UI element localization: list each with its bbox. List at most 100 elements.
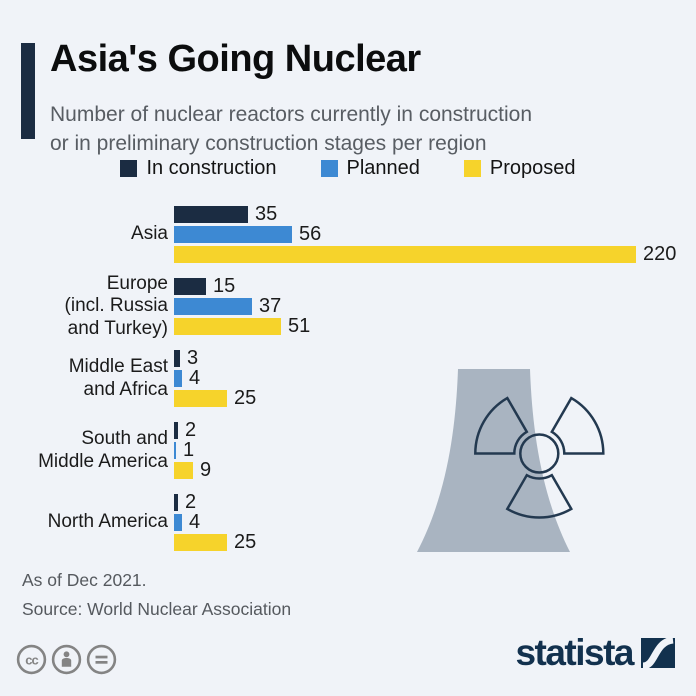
bar-group: 2 4 25 <box>174 491 257 553</box>
value-label: 2 <box>185 419 197 441</box>
bar-in-construction <box>174 422 178 439</box>
legend-item-planned: Planned <box>320 157 420 180</box>
legend-swatch-in-construction <box>120 160 138 177</box>
category-label: Europe (incl. Russia and Turkey) <box>0 273 174 341</box>
bar-row: 15 <box>174 275 310 297</box>
category-label: South and Middle America <box>0 428 174 473</box>
chart-group-north-america: North America 2 4 25 <box>0 491 696 553</box>
title-accent-bar <box>21 43 35 139</box>
bar-planned <box>174 370 182 387</box>
chart-group-south-and-middle-america: South and Middle America 2 1 9 <box>0 419 696 481</box>
chart-group-middle-east-and-africa: Middle East and Africa 3 4 25 <box>0 347 696 409</box>
bar-row: 220 <box>174 243 677 265</box>
svg-text:cc: cc <box>25 652 38 667</box>
value-label: 4 <box>189 367 201 389</box>
footer-notes: As of Dec 2021. Source: World Nuclear As… <box>22 566 291 623</box>
legend-item-in-construction: In construction <box>120 157 277 180</box>
value-label: 1 <box>183 439 195 461</box>
category-label-line: Asia <box>131 223 168 245</box>
legend-label-in-construction: In construction <box>146 157 277 179</box>
value-label: 4 <box>189 511 201 533</box>
value-label: 9 <box>200 459 212 481</box>
legend-label-proposed: Proposed <box>489 157 576 179</box>
category-label-line: Europe <box>106 272 168 294</box>
page-subtitle: Number of nuclear reactors currently in … <box>50 100 532 158</box>
bar-row: 25 <box>174 531 257 553</box>
bar-row: 51 <box>174 315 311 337</box>
value-label: 2 <box>185 491 197 513</box>
bar-planned <box>174 298 252 315</box>
bar-row: 35 <box>174 203 676 225</box>
value-label: 56 <box>299 223 322 245</box>
legend-item-proposed: Proposed <box>463 157 576 180</box>
value-label: 220 <box>643 243 677 265</box>
bar-group: 15 37 51 <box>174 275 311 337</box>
bar-row: 4 <box>174 511 256 533</box>
category-label-line: Middle America <box>38 450 168 472</box>
category-label: Asia <box>0 223 174 246</box>
category-label-line: North America <box>47 511 168 533</box>
value-label: 3 <box>187 347 199 369</box>
category-label-line: Middle East <box>68 356 168 377</box>
category-label-line: and Africa <box>83 378 169 400</box>
bar-row: 3 <box>174 347 256 369</box>
source-note: Source: World Nuclear Association <box>22 598 292 619</box>
statista-logo-mark-icon <box>641 637 675 668</box>
bar-in-construction <box>174 206 248 223</box>
legend: In construction Planned Proposed <box>0 157 696 180</box>
value-label: 51 <box>288 315 311 337</box>
page-title: Asia's Going Nuclear <box>50 38 421 80</box>
bar-row: 4 <box>174 367 256 389</box>
subtitle-line-1: Number of nuclear reactors currently in … <box>50 103 533 126</box>
subtitle-line-2: or in preliminary construction stages pe… <box>50 132 487 155</box>
bar-proposed <box>174 534 227 551</box>
bar-group: 35 56 220 <box>174 203 677 265</box>
category-label: North America <box>0 511 174 534</box>
statista-logo: statista <box>515 634 675 671</box>
cooling-tower-radiation-graphic <box>417 369 605 552</box>
chart-group-europe-incl-russia-and-turkey-: Europe (incl. Russia and Turkey) 15 37 51 <box>0 273 696 339</box>
bar-row: 25 <box>174 387 257 409</box>
chart-group-asia: Asia 35 56 220 <box>0 203 696 265</box>
attribution-icon <box>51 644 82 675</box>
category-label-line: (incl. Russia <box>64 295 168 317</box>
legend-swatch-planned <box>320 160 338 177</box>
category-label-line: South and <box>81 428 168 449</box>
license-icons: cc <box>16 644 117 675</box>
bar-proposed <box>174 462 193 479</box>
bar-planned <box>174 226 292 243</box>
value-label: 15 <box>213 275 236 297</box>
statista-logo-text: statista <box>515 632 634 673</box>
bar-row: 56 <box>174 223 676 245</box>
bar-group: 3 4 25 <box>174 347 257 409</box>
category-label-line: and Turkey) <box>67 317 168 339</box>
bar-in-construction <box>174 278 206 295</box>
bar-row: 2 <box>174 419 211 441</box>
cc-icon: cc <box>16 644 47 675</box>
bar-chart: Asia 35 56 220 Europe (incl. Russia and Turkey… <box>0 203 696 566</box>
cooling-tower-icon <box>417 369 570 552</box>
bar-proposed <box>174 246 636 263</box>
as-of-note: As of Dec 2021. <box>22 570 147 590</box>
bar-row: 2 <box>174 491 256 513</box>
bar-in-construction <box>174 494 178 511</box>
legend-swatch-proposed <box>463 160 481 177</box>
bar-in-construction <box>174 350 180 367</box>
bar-row: 1 <box>174 439 211 461</box>
bar-row: 37 <box>174 295 310 317</box>
radiation-trefoil-icon <box>474 396 605 519</box>
bar-proposed <box>174 390 227 407</box>
bar-proposed <box>174 318 281 335</box>
bar-planned <box>174 514 182 531</box>
category-label: Middle East and Africa <box>0 356 174 401</box>
value-label: 25 <box>234 531 257 553</box>
bar-row: 9 <box>174 459 212 481</box>
value-label: 25 <box>234 387 257 409</box>
no-derivatives-icon <box>86 644 117 675</box>
value-label: 37 <box>259 295 282 317</box>
legend-label-planned: Planned <box>346 157 420 179</box>
bar-planned <box>174 442 176 459</box>
value-label: 35 <box>255 203 278 225</box>
